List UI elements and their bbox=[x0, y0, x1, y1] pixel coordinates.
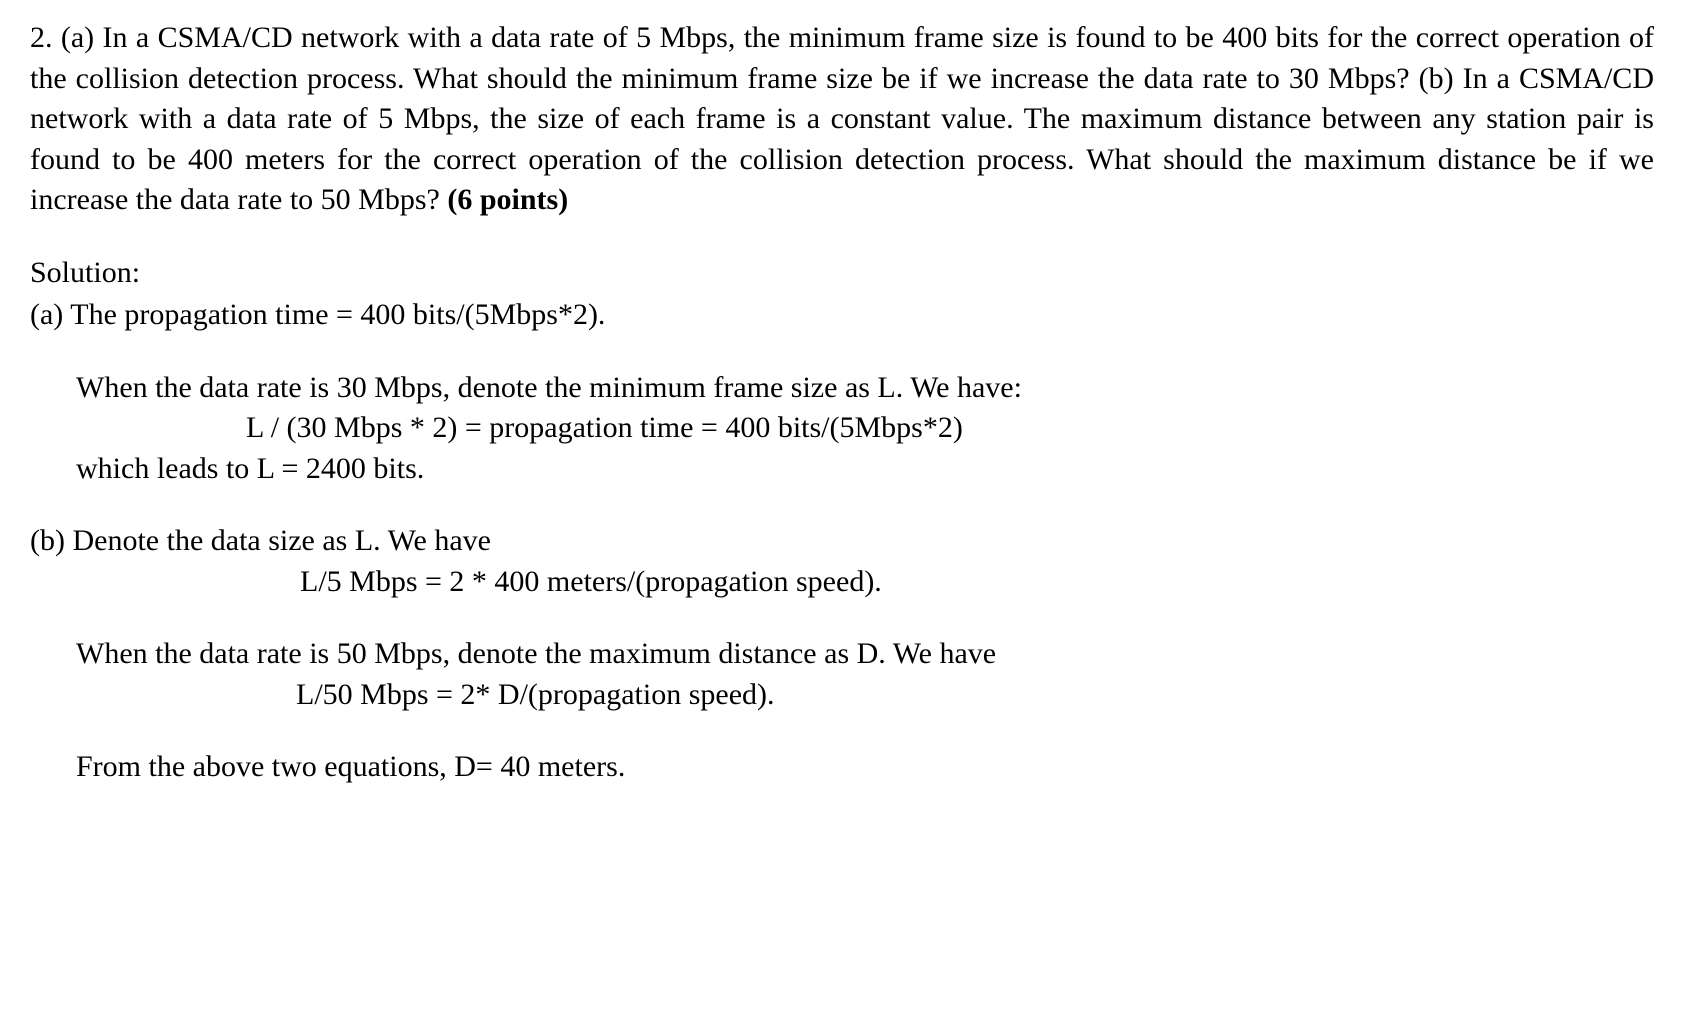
part-b-line2: When the data rate is 50 Mbps, denote th… bbox=[76, 634, 1654, 675]
solution-label: Solution: bbox=[30, 253, 1654, 294]
part-a-line2: When the data rate is 30 Mbps, denote th… bbox=[76, 368, 1654, 409]
part-b-line1: (b) Denote the data size as L. We have bbox=[30, 521, 1654, 562]
part-a-equation: L / (30 Mbps * 2) = propagation time = 4… bbox=[246, 408, 1654, 449]
question-body: 2. (a) In a CSMA/CD network with a data … bbox=[30, 21, 1654, 216]
part-a-line3: which leads to L = 2400 bits. bbox=[76, 449, 1654, 490]
part-b-final: From the above two equations, D= 40 mete… bbox=[76, 747, 1654, 788]
part-a-block: When the data rate is 30 Mbps, denote th… bbox=[76, 368, 1654, 490]
question-text: 2. (a) In a CSMA/CD network with a data … bbox=[30, 18, 1654, 221]
question-points: (6 points) bbox=[447, 183, 568, 216]
part-b-equation2: L/50 Mbps = 2* D/(propagation speed). bbox=[296, 675, 1654, 716]
part-b-block2: When the data rate is 50 Mbps, denote th… bbox=[76, 634, 1654, 675]
part-a-line1: (a) The propagation time = 400 bits/(5Mb… bbox=[30, 295, 1654, 336]
part-b-equation1: L/5 Mbps = 2 * 400 meters/(propagation s… bbox=[300, 562, 1654, 603]
